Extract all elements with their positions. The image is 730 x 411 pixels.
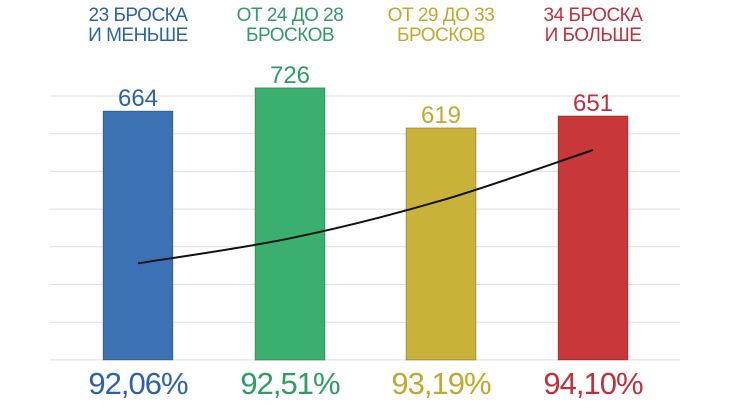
percentage-label: 92,51% xyxy=(240,366,340,401)
percentage-label: 94,10% xyxy=(543,366,643,401)
bar-value-label: 651 xyxy=(573,90,613,117)
category-title-line: И БОЛЬШЕ xyxy=(544,25,642,46)
save-percentage-line xyxy=(137,149,594,265)
percentage-label: 92,06% xyxy=(88,366,188,401)
category-title-4: 34 БРОСКА И БОЛЬШЕ xyxy=(508,6,678,46)
category-title-line: 23 БРОСКА xyxy=(88,5,188,26)
bar-value-label: 664 xyxy=(118,85,158,112)
category-title-line: ОТ 29 ДО 33 xyxy=(387,5,495,26)
bar-1 xyxy=(102,110,174,361)
bar-4 xyxy=(557,115,629,361)
bar-value-label: 726 xyxy=(270,62,310,89)
bar-3 xyxy=(405,127,477,361)
category-title-line: 34 БРОСКА xyxy=(543,5,643,26)
bar-2 xyxy=(254,87,326,361)
category-title-line: БРОСКОВ xyxy=(245,25,335,46)
bar-value-label: 619 xyxy=(421,102,461,129)
category-title-1: 23 БРОСКА И МЕНЬШЕ xyxy=(53,6,223,46)
value-labels: 664 726 619 651 xyxy=(118,62,613,129)
percentage-label: 93,19% xyxy=(391,366,491,401)
category-title-2: ОТ 24 ДО 28 БРОСКОВ xyxy=(205,6,375,46)
category-title-3: ОТ 29 ДО 33 БРОСКОВ xyxy=(356,6,526,46)
category-title-line: БРОСКОВ xyxy=(396,25,486,46)
category-title-line: ОТ 24 ДО 28 xyxy=(236,5,344,26)
bars xyxy=(102,87,629,361)
category-title-line: И МЕНЬШЕ xyxy=(88,25,188,46)
